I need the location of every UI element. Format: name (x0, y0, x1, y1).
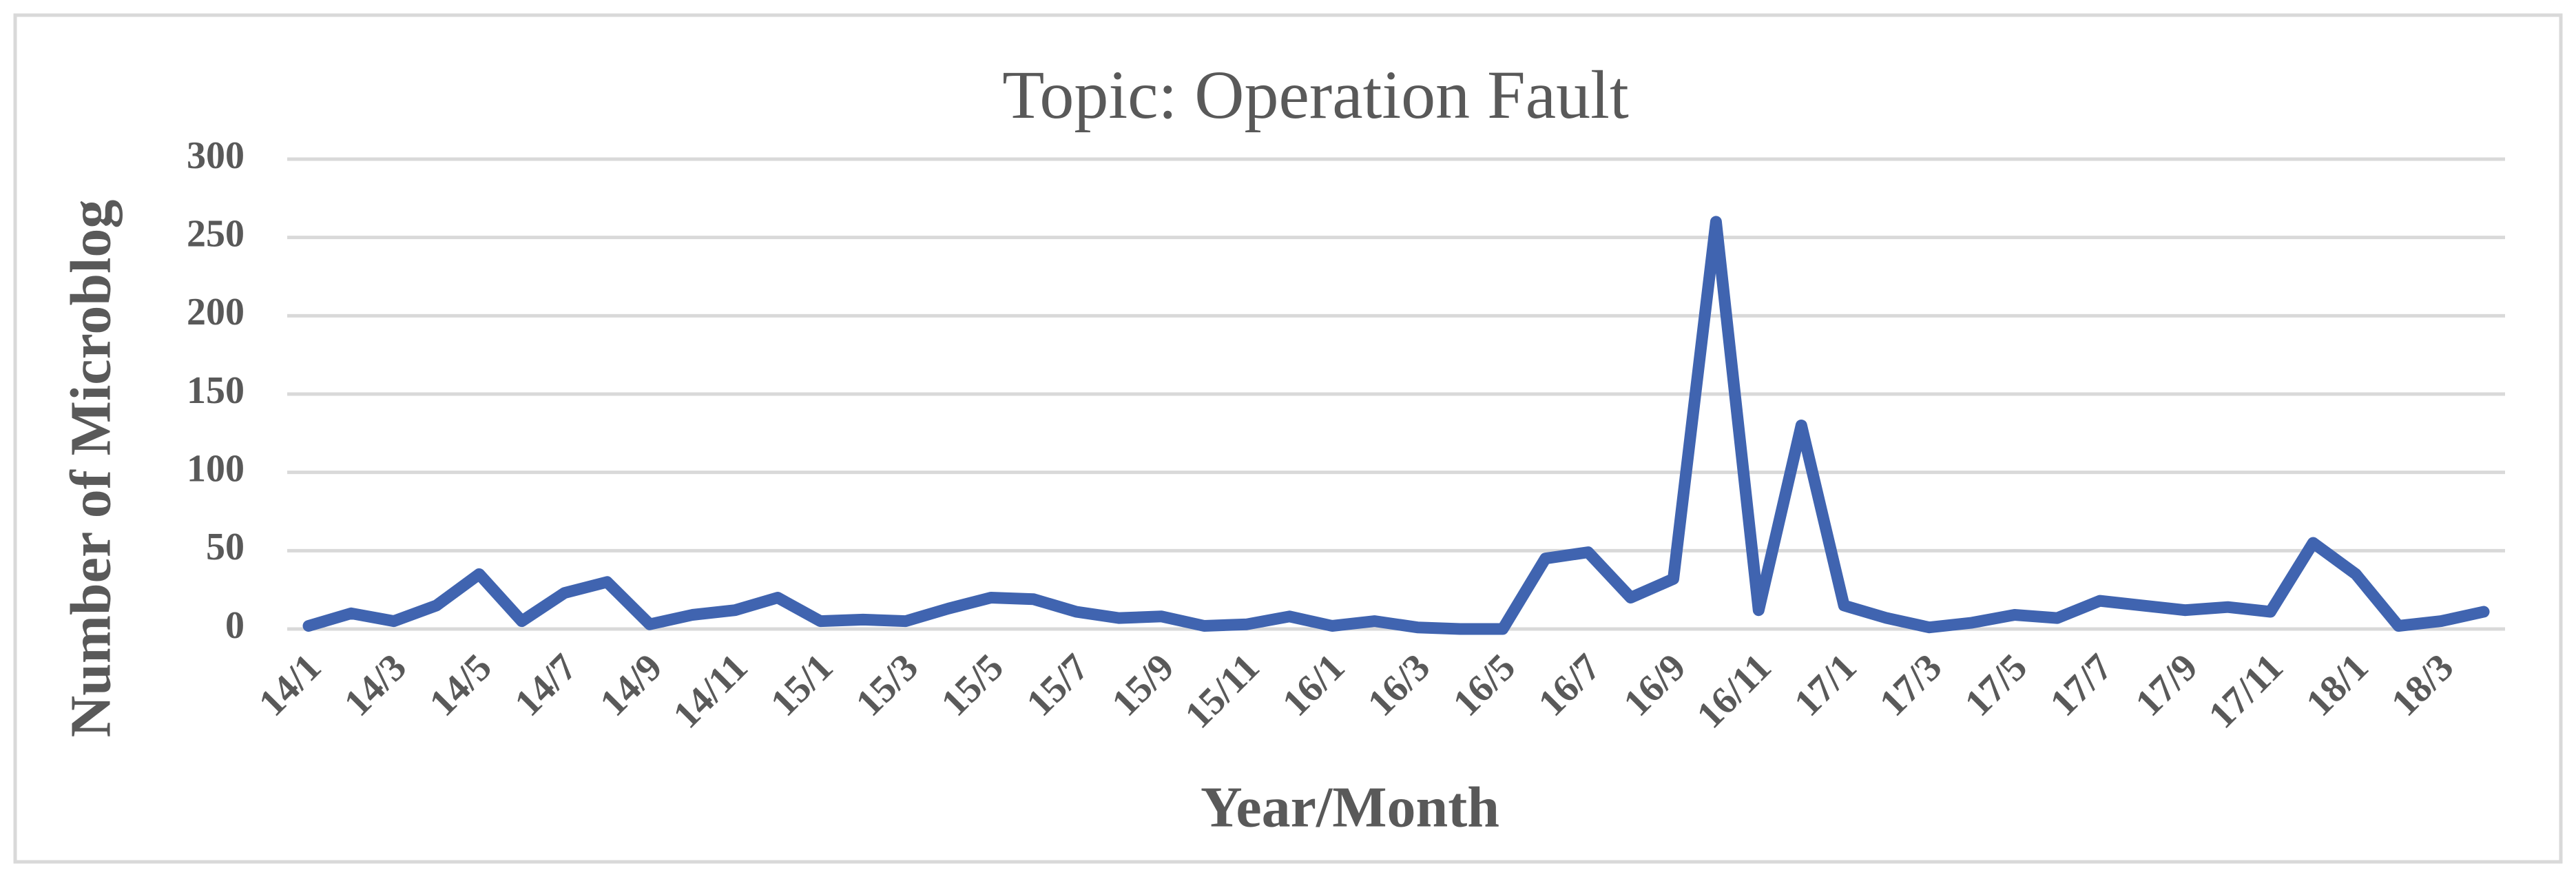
y-tick-label: 200 (187, 291, 245, 333)
y-axis-label: Number of Microblog (59, 200, 123, 738)
x-axis-label: Year/Month (1201, 775, 1499, 839)
y-tick-label: 50 (206, 526, 245, 568)
data-line (302, 216, 2490, 635)
y-tick-label: 250 (187, 213, 245, 256)
y-tick-label: 300 (187, 134, 245, 177)
y-tick-label: 150 (187, 369, 245, 412)
y-tick-label: 0 (225, 604, 245, 647)
chart-border (13, 13, 2563, 864)
chart-title: Topic: Operation Fault (1002, 56, 1629, 133)
y-tick-label: 100 (187, 448, 245, 491)
